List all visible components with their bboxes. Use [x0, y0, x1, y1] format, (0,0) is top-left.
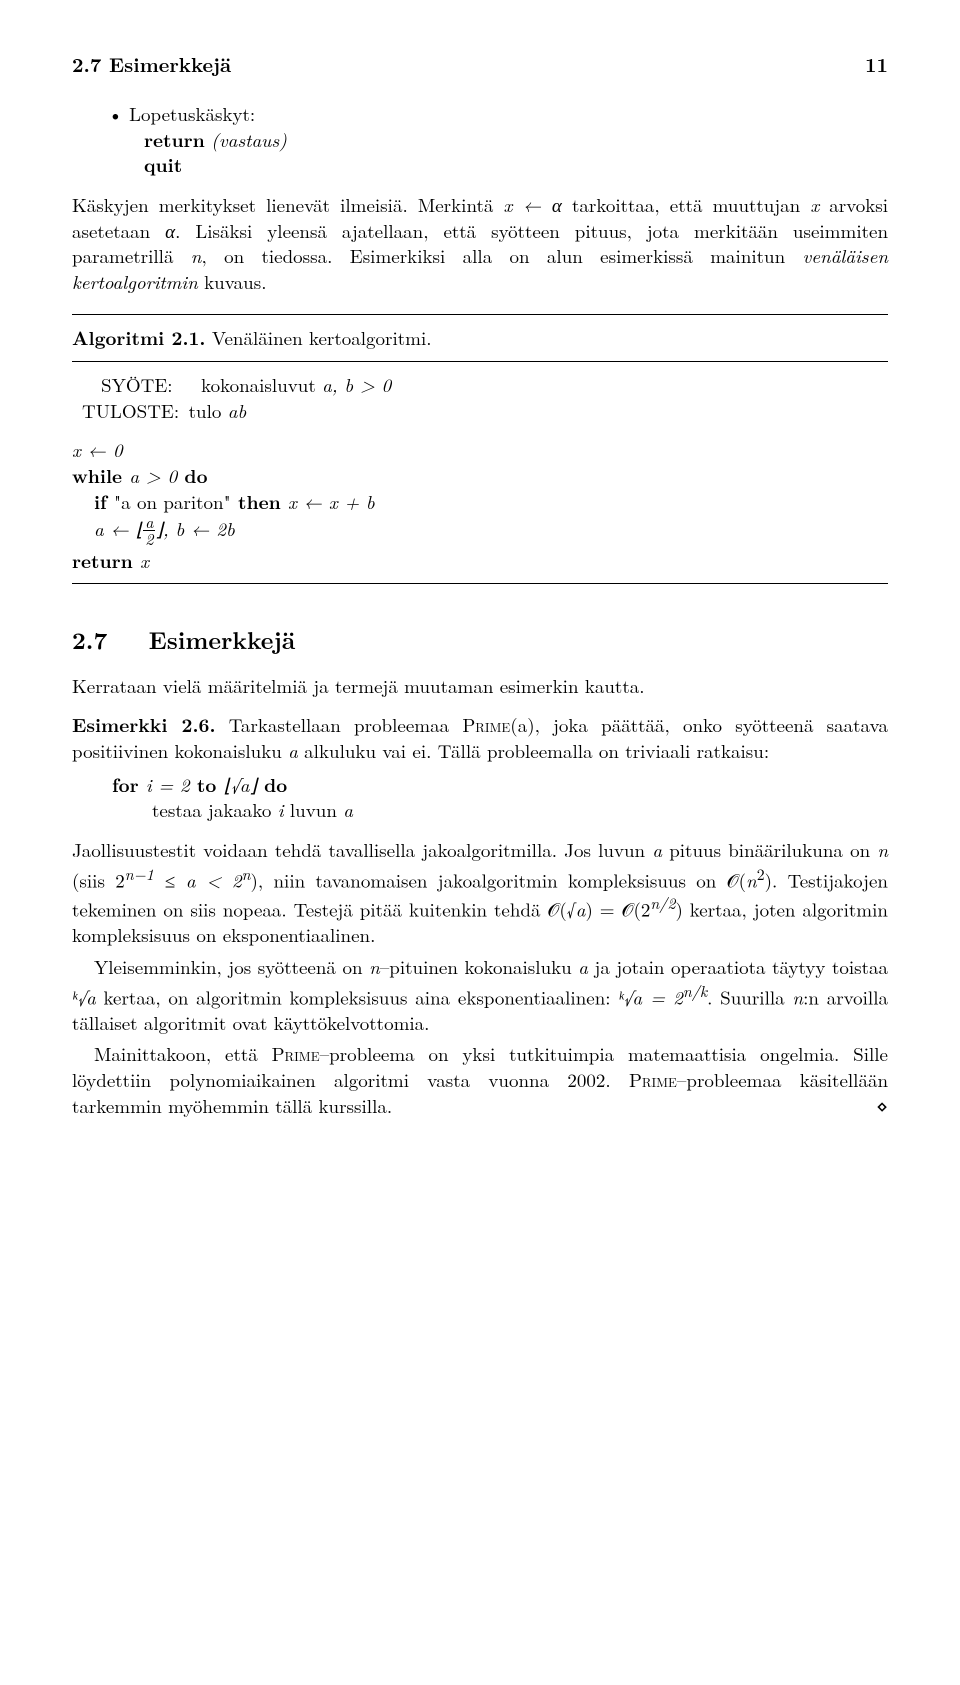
rule-mid: [72, 361, 888, 362]
algorithm-code: x ← 0 while a > 0 do if "a on pariton" t…: [72, 437, 888, 573]
for-line: for i = 2 to ⌊√a⌋ do: [112, 772, 888, 798]
bullet-sub-2: quit: [144, 152, 888, 178]
return-arg: (vastaus): [211, 126, 287, 153]
tuloste-line: TULOSTE: tulo ab: [82, 398, 888, 424]
algorithm-block: Algoritmi 2.1. Venäläinen kertoalgoritmi…: [72, 314, 888, 584]
bullet-list: Lopetuskäskyt: return (vastaus) quit: [108, 101, 888, 178]
for-loop: for i = 2 to ⌊√a⌋ do testaa jakaako i lu…: [112, 772, 888, 823]
alg-line-3: if "a on pariton" then x ← x + b: [94, 489, 888, 515]
syote-line: SYÖTE: kokonaisluvut a, b > 0: [82, 372, 888, 398]
header-section: 2.7 Esimerkkejä: [72, 50, 231, 77]
algorithm-title: Algoritmi 2.1. Venäläinen kertoalgoritmi…: [72, 325, 888, 351]
alg-line-2: while a > 0 do: [72, 463, 888, 489]
paragraph-1: Käskyjen merkitykset lienevät ilmeisiä. …: [72, 192, 888, 295]
algorithm-io: SYÖTE: kokonaisluvut a, b > 0 TULOSTE: t…: [82, 372, 888, 423]
paragraph-2: Kerrataan vielä määritelmiä ja termejä m…: [72, 673, 888, 699]
bullet-sub-1: return (vastaus): [144, 127, 888, 153]
for-body: testaa jakaako i luvun a: [152, 797, 888, 823]
example-2-6: Esimerkki 2.6. Tarkastellaan probleemaa …: [72, 712, 888, 763]
quit-keyword: quit: [144, 150, 182, 178]
header-page-number: 11: [865, 50, 888, 77]
paragraph-4: Yleisemminkin, jos syötteenä on n–pituin…: [72, 954, 888, 1035]
return-keyword: return: [144, 125, 205, 153]
section-heading: 2.7 Esimerkkejä: [72, 624, 888, 656]
qed-diamond: ⋄: [854, 1093, 888, 1119]
paragraph-3: Jaollisuustestit voidaan tehdä tavallise…: [72, 837, 888, 948]
running-header: 2.7 Esimerkkejä 11: [72, 50, 888, 77]
alg-line-5: return x: [72, 548, 888, 574]
rule-bottom: [72, 583, 888, 584]
bullet-title: Lopetuskäskyt:: [108, 101, 888, 127]
alg-line-4: a ← ⌊a2⌋, b ← 2b: [94, 514, 888, 547]
alg-line-4-math: a ← ⌊a2⌋, b ← 2b: [94, 515, 235, 542]
paragraph-5: Mainittakoon, että Prime–probleema on yk…: [72, 1041, 888, 1118]
rule-top: [72, 314, 888, 315]
alg-line-1: x ← 0: [72, 437, 888, 463]
